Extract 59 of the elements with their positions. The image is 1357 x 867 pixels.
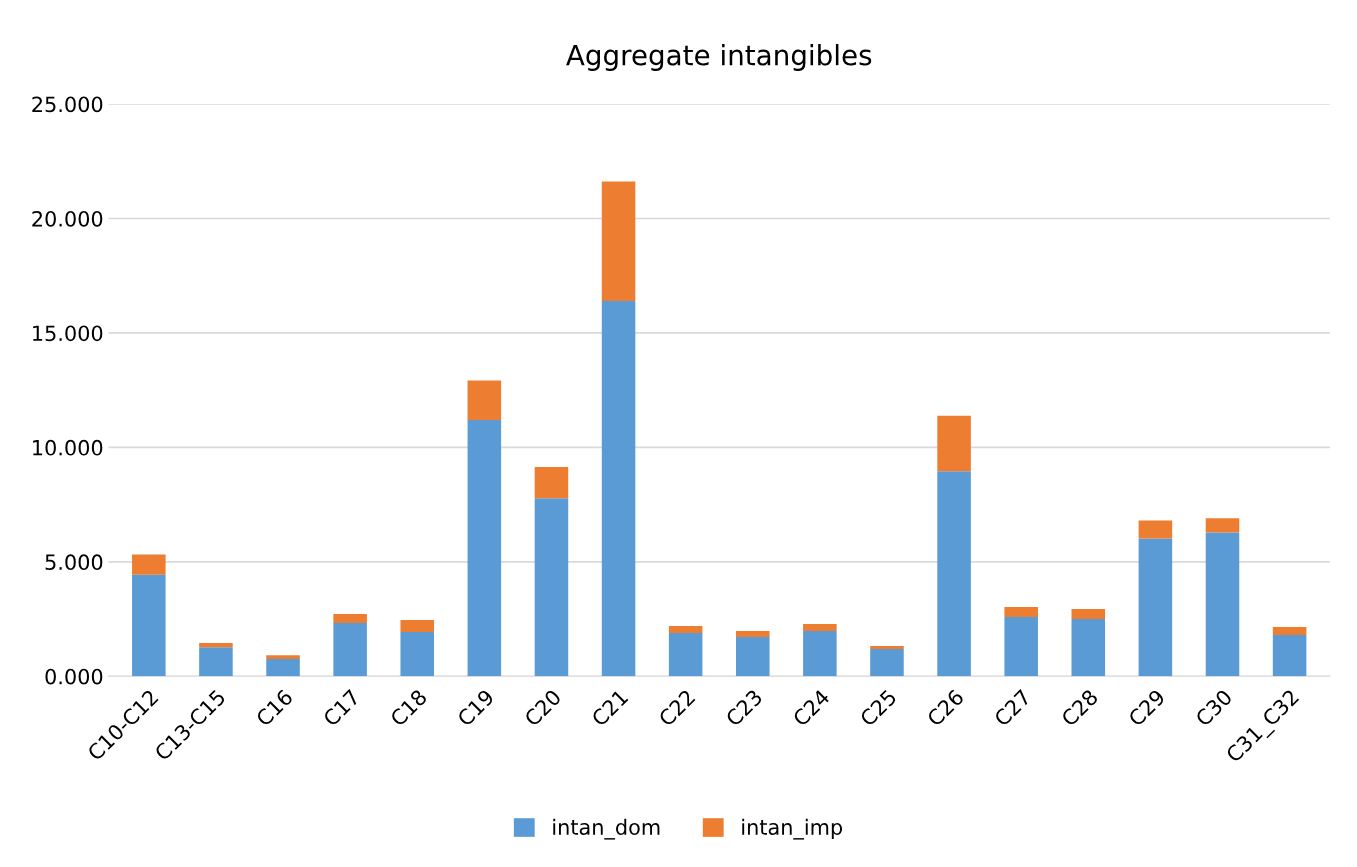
x-tick-label: C25 — [859, 688, 898, 727]
bar — [333, 622, 367, 677]
bar — [937, 471, 971, 677]
bar — [1138, 520, 1173, 539]
y-tick-label: 15.000 — [33, 325, 103, 342]
bar — [1205, 518, 1240, 533]
bar — [735, 630, 770, 638]
bar — [1272, 635, 1307, 677]
x-tick-label: C16 — [255, 688, 294, 727]
bar — [199, 643, 233, 648]
bar — [937, 415, 971, 472]
x-tick-label: C27 — [993, 688, 1032, 727]
bar — [199, 647, 233, 677]
bar — [803, 630, 837, 677]
bar — [534, 498, 569, 677]
bar — [870, 649, 904, 677]
x-tick-label: C29 — [1127, 688, 1166, 727]
bar — [467, 380, 502, 420]
y-tick-label: 10.000 — [33, 439, 103, 456]
x-tick-label: C22 — [657, 689, 696, 727]
y-tick-label: 20.000 — [32, 210, 103, 227]
x-tick-label: C17 — [322, 688, 361, 727]
x-tick-label: C20 — [523, 688, 562, 727]
bar — [266, 659, 300, 677]
bar — [870, 646, 904, 650]
bar — [1071, 608, 1106, 620]
bar — [1004, 606, 1038, 617]
bar — [601, 181, 636, 302]
bar — [668, 625, 703, 633]
bar — [266, 655, 300, 660]
bar — [668, 633, 703, 677]
legend-label: intan_dom — [553, 818, 660, 840]
chart-title: Aggregate intangibles — [566, 44, 872, 71]
x-tick-label: C19 — [456, 688, 495, 727]
x-tick-label: C28 — [1060, 688, 1099, 727]
bar — [467, 419, 502, 677]
x-tick-label: C26 — [926, 688, 965, 727]
legend-label: intan_imp — [742, 818, 843, 840]
y-tick-label: 25.000 — [32, 96, 103, 113]
x-tick-label: C23 — [724, 688, 763, 727]
bar — [601, 301, 636, 677]
bar — [132, 574, 166, 677]
x-tick-label: C18 — [389, 688, 428, 727]
y-tick-label: 0.000 — [45, 668, 103, 685]
x-tick-label: C24 — [791, 688, 831, 727]
bar — [1272, 627, 1307, 636]
bar — [132, 554, 166, 575]
x-tick-label: C21 — [590, 688, 629, 727]
bar — [333, 614, 367, 623]
y-tick-label: 5.000 — [45, 554, 103, 571]
bar — [400, 632, 435, 677]
bar — [400, 619, 435, 633]
bar — [1205, 532, 1240, 677]
bar — [735, 637, 770, 677]
bar — [1138, 538, 1173, 677]
bar — [1004, 616, 1038, 677]
bar — [534, 467, 569, 499]
bar — [1071, 619, 1106, 677]
bar — [803, 624, 837, 631]
